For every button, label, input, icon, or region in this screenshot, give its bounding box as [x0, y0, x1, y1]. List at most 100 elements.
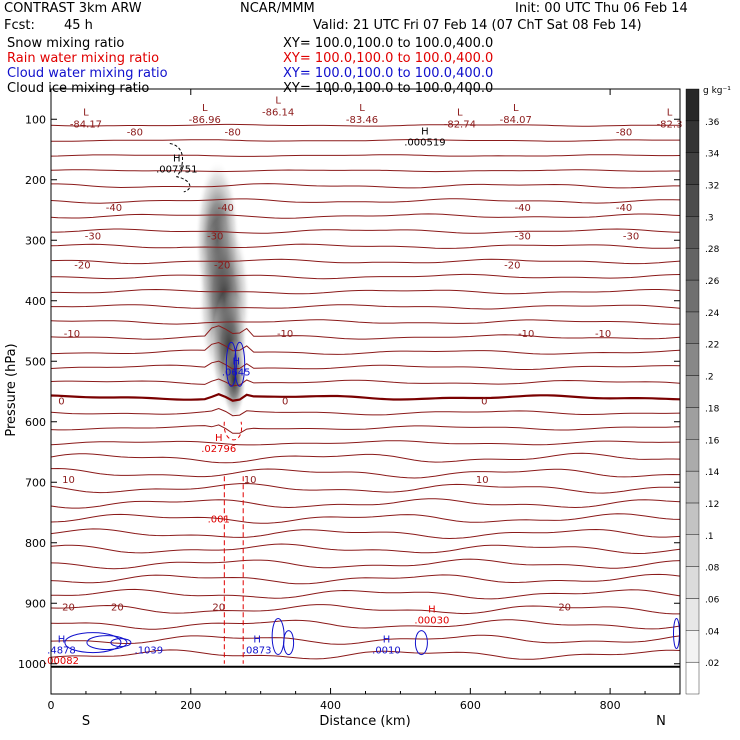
isotherm-line	[51, 573, 680, 585]
low-marker: L	[457, 107, 463, 118]
isotherm-line	[51, 498, 680, 509]
x-tick-label: 600	[460, 699, 481, 712]
colorbar-tick-label: .28	[705, 245, 720, 255]
colorbar-tick-label: .36	[705, 118, 720, 128]
colorbar-swatch	[685, 470, 700, 504]
isotherm-line	[51, 258, 680, 265]
colorbar-swatch	[685, 502, 700, 535]
x-tick-label: 400	[320, 699, 341, 712]
isotherm-line	[51, 360, 680, 370]
isotherm-line	[51, 393, 680, 402]
isotherm-line	[51, 482, 680, 494]
isotherm-label: -80	[127, 127, 143, 138]
axes: 0 200 400 600 800100200300400500600700800900…	[18, 88, 681, 712]
snow-shading	[195, 160, 251, 420]
isotherm-label: 10	[476, 475, 489, 486]
hydrometeor-contours	[51, 142, 680, 668]
isotherm-label: -40	[218, 203, 234, 214]
temperature-contours	[51, 123, 680, 660]
colorbar-swatch	[685, 120, 700, 153]
y-tick-label: 600	[25, 416, 46, 429]
isotherm-line	[51, 288, 680, 295]
y-tick-label: 500	[25, 355, 46, 368]
colorbar-tick-label: .1	[705, 532, 714, 542]
max-value: .0645	[222, 367, 251, 378]
isotherm-label: -30	[623, 231, 639, 242]
field-name-rain: Rain water mixing ratio	[7, 51, 160, 66]
org-label: NCAR/MMM	[240, 1, 315, 16]
isotherm-label: -40	[106, 203, 122, 214]
low-marker: L	[513, 103, 519, 114]
cloud-water-contour	[110, 638, 132, 648]
colorbar-tick-label: .16	[705, 436, 720, 446]
isotherm-line	[51, 407, 680, 417]
colorbar-tick-label: .08	[705, 564, 720, 574]
low-marker: L	[667, 107, 673, 118]
plot-frame	[50, 88, 681, 695]
isotherm-line	[51, 183, 680, 189]
cloud-water-contour	[271, 618, 285, 656]
colorbar-swatch	[685, 88, 700, 122]
isotherm-label: 10	[62, 475, 75, 486]
colorbar-swatch	[685, 248, 700, 281]
y-tick-label: 400	[25, 295, 46, 308]
cloud-water-contour	[414, 630, 428, 656]
colorbar-swatch	[685, 598, 700, 631]
isotherm-line	[51, 513, 680, 524]
valid-time: Valid: 21 UTC Fri 07 Feb 14 (07 ChT Sat …	[313, 18, 642, 33]
isotherm-line	[51, 440, 680, 446]
colorbar-tick-label: .04	[705, 627, 720, 637]
isotherm-line	[51, 123, 680, 127]
y-tick-label: 1000	[18, 658, 46, 671]
colorbar-swatch	[685, 661, 700, 695]
x-axis-label: Distance (km)	[319, 714, 410, 729]
y-axis-label: Pressure (hPa)	[4, 343, 19, 436]
isotherm-label: -10	[518, 329, 534, 340]
field-name-snow: Snow mixing ratio	[7, 36, 125, 51]
isotherm-label: -10	[64, 329, 80, 340]
isotherm-label: 0	[481, 397, 487, 408]
colorbar-swatch	[685, 630, 700, 663]
colorbar-tick-label: .26	[705, 277, 720, 287]
field-name-cloudwater: Cloud water mixing ratio	[7, 66, 168, 81]
cloud-ice-contour	[169, 142, 191, 193]
colorbar-swatch	[685, 216, 700, 249]
max-marker: H	[421, 126, 429, 137]
colorbar-swatch	[685, 152, 700, 185]
x-end-label-south: S	[82, 714, 90, 729]
max-marker: H	[383, 635, 391, 646]
y-tick-label: 100	[25, 113, 46, 126]
isotherm-label: -30	[515, 231, 531, 242]
isotherm-line	[51, 169, 680, 173]
fcst-value: 45 h	[64, 18, 93, 33]
colorbar-tick-label: .22	[705, 341, 719, 351]
colorbar-tick-label: .24	[705, 309, 720, 319]
colorbar-tick-label: .02	[705, 659, 719, 669]
isotherm-line	[51, 604, 680, 615]
isotherm-label: 20	[111, 602, 124, 613]
colorbar-swatch	[685, 375, 700, 408]
isotherm-line	[51, 341, 680, 355]
max-marker: H	[428, 604, 436, 615]
isotherm-label: -40	[515, 203, 531, 214]
isotherm-label: -20	[504, 260, 520, 271]
colorbar-tick-label: .14	[705, 468, 720, 478]
y-tick-label: 300	[25, 234, 46, 247]
x-tick-label: 200	[180, 699, 201, 712]
max-value: .4878	[47, 646, 76, 657]
max-value: .000519	[404, 137, 445, 148]
max-value: .02796	[201, 444, 236, 455]
isotherm-label: 20	[62, 602, 75, 613]
colorbar-swatch	[685, 311, 700, 344]
isotherm-line	[51, 213, 680, 219]
y-tick-label: 900	[25, 597, 46, 610]
isotherm-line	[51, 198, 680, 204]
max-value: .1039	[135, 646, 164, 657]
low-value: -84.07	[500, 115, 532, 126]
cloud-water-contour	[86, 635, 128, 651]
low-marker: L	[202, 103, 208, 114]
isotherm-label: -40	[616, 203, 632, 214]
colorbar-tick-label: .18	[705, 404, 720, 414]
low-value: -84.17	[70, 119, 102, 130]
